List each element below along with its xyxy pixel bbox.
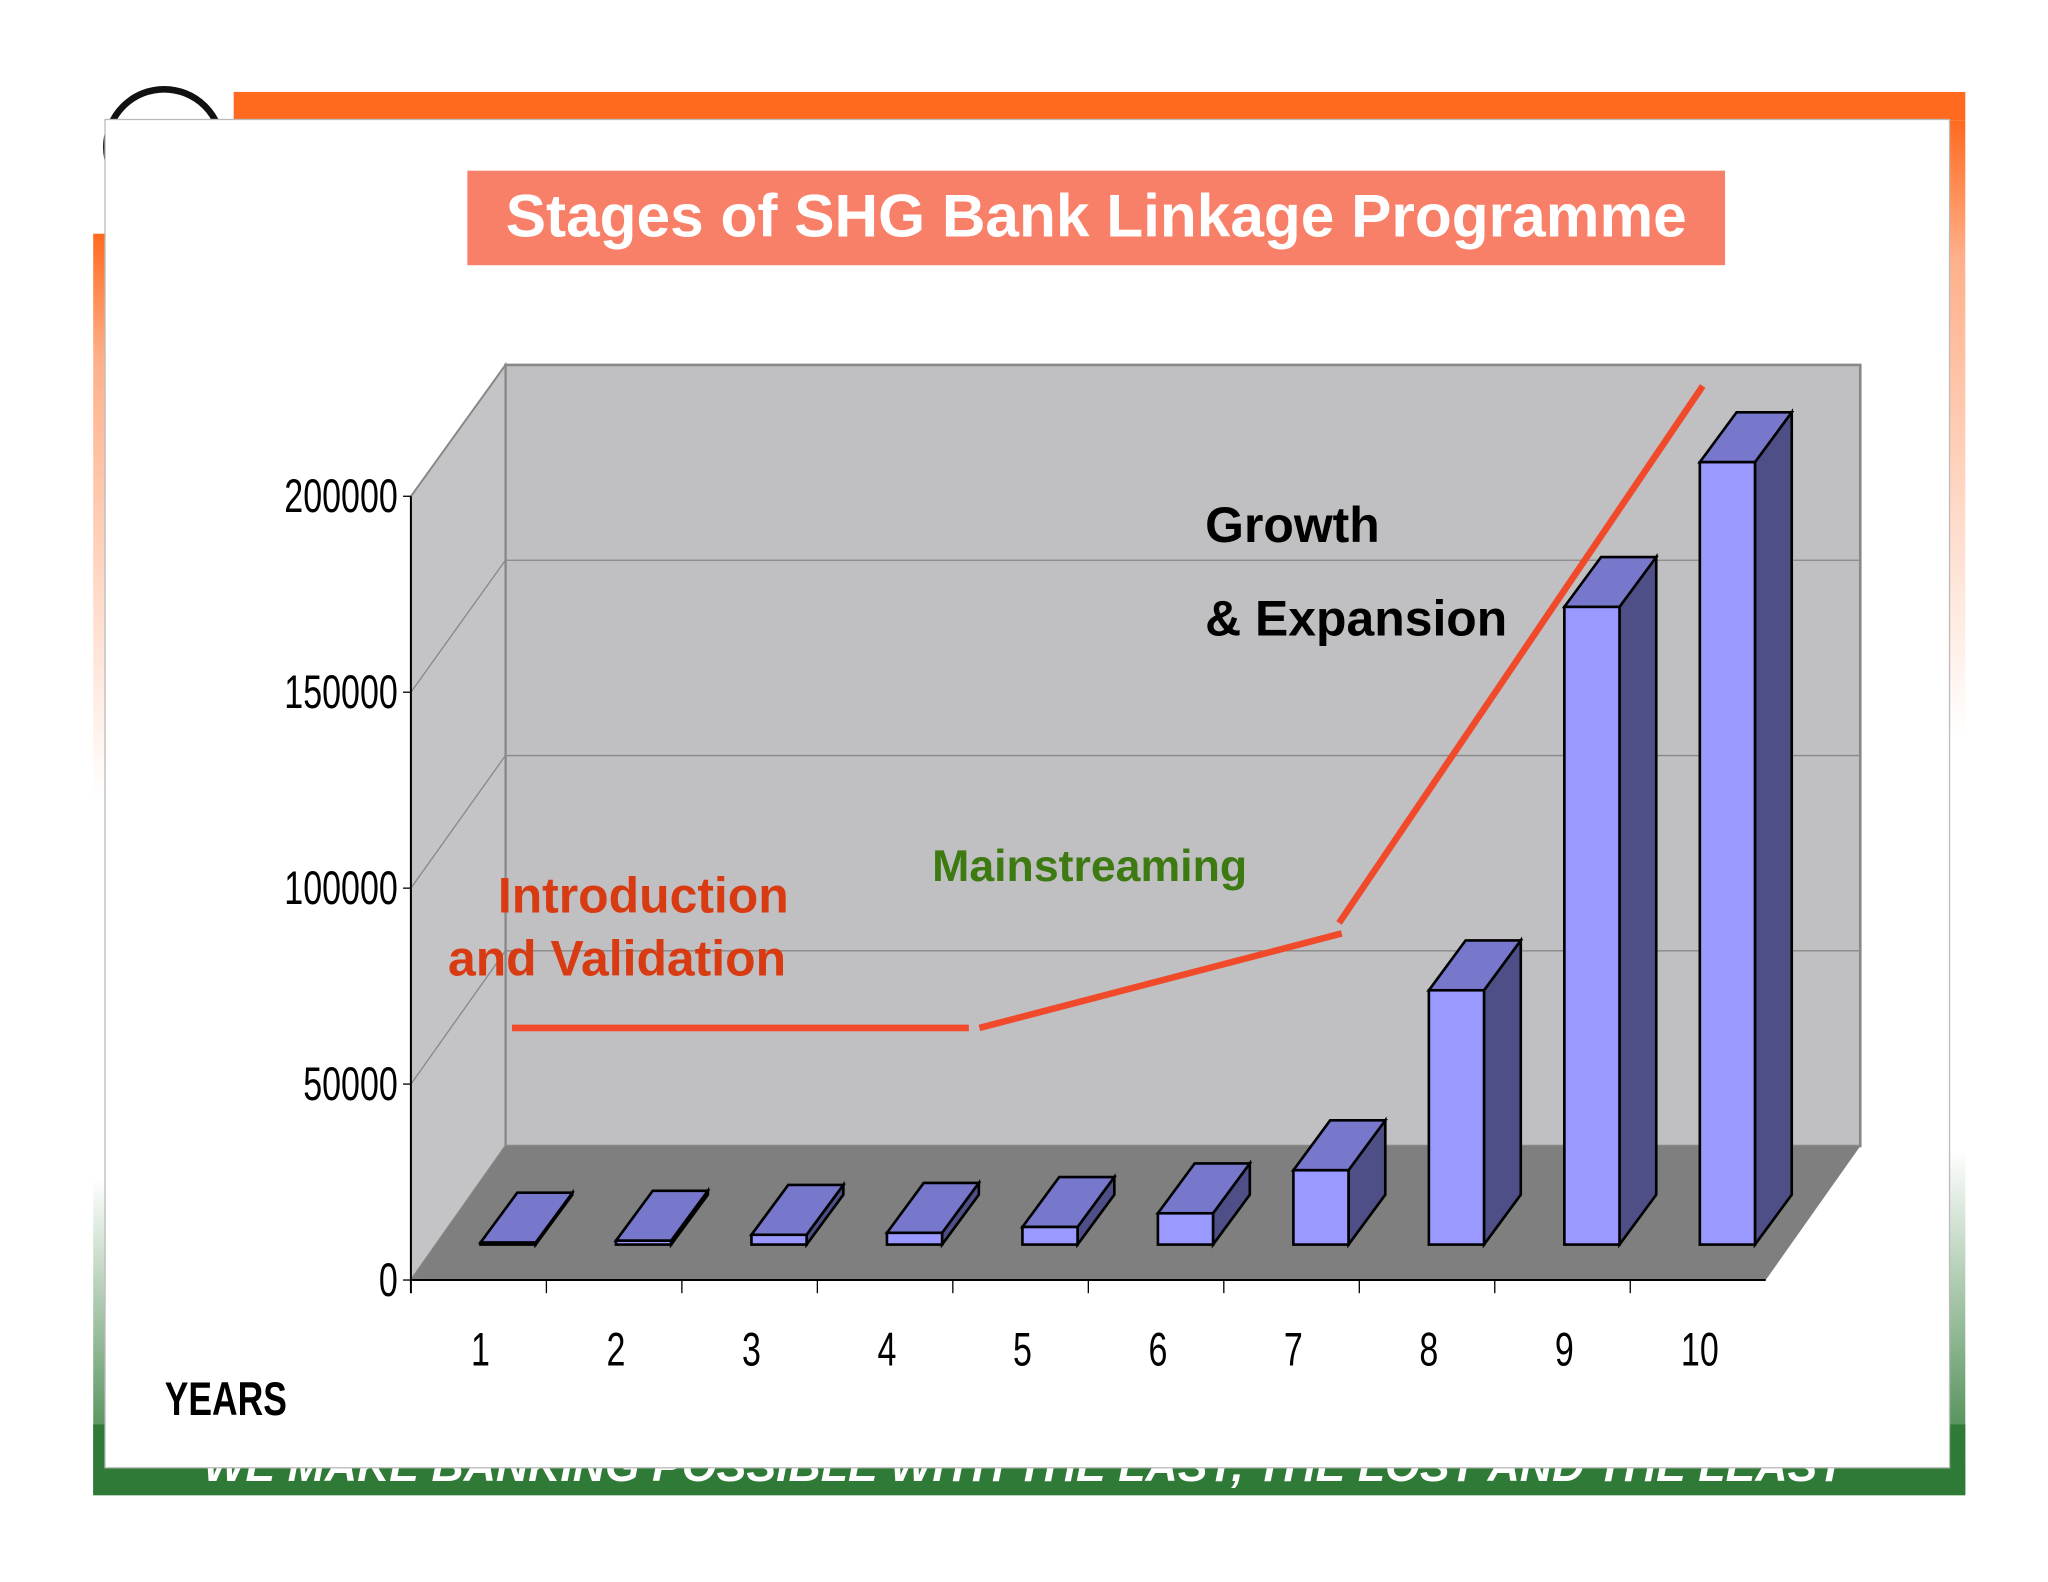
bar-front: [1698, 460, 1757, 1246]
bar-front: [1427, 988, 1486, 1246]
x-tick-label: 5: [1013, 1323, 1032, 1376]
x-tick-label: 10: [1681, 1323, 1719, 1376]
annotation: & Expansion: [1205, 590, 1507, 646]
bar: [477, 1188, 575, 1249]
x-tick-label: 3: [742, 1323, 761, 1376]
bar-front: [885, 1231, 944, 1246]
x-tick-label: 2: [607, 1323, 626, 1376]
grid-line: [410, 559, 506, 693]
grid-line: [410, 755, 506, 889]
bar: [1290, 1116, 1388, 1249]
chart-title: Stages of SHG Bank Linkage Programme: [506, 182, 1687, 250]
bar: [613, 1186, 711, 1249]
bar: [1426, 936, 1524, 1249]
bar-front: [1292, 1168, 1350, 1246]
x-tick-label: 9: [1555, 1323, 1574, 1376]
x-tick-label: 8: [1419, 1323, 1438, 1376]
y-tick-label: 50000: [303, 1057, 398, 1110]
y-tick-label: 0: [379, 1253, 398, 1306]
bar: [1019, 1173, 1117, 1249]
annotation: Mainstreaming: [932, 842, 1247, 891]
bar-front: [479, 1241, 537, 1246]
bar: [748, 1180, 846, 1249]
annotation: and Validation: [448, 930, 786, 986]
bar-side: [1482, 936, 1523, 1249]
bar-front: [1156, 1211, 1215, 1246]
bar-front: [1021, 1225, 1079, 1246]
bar: [1155, 1159, 1253, 1249]
x-axis-label: YEARS: [165, 1372, 287, 1425]
bar-side: [1753, 408, 1794, 1249]
grid-line: [410, 364, 506, 497]
x-tick-label: 4: [877, 1323, 896, 1376]
x-tick-label: 6: [1148, 1323, 1167, 1376]
trend-line: [1336, 384, 1706, 925]
title-box: [467, 170, 1726, 266]
bar: [884, 1178, 982, 1249]
x-tick-label: 1: [471, 1323, 490, 1376]
top-band: [233, 91, 1966, 121]
y-tick-label: 200000: [284, 470, 397, 523]
bar-side: [1618, 553, 1658, 1249]
annotation: Introduction: [498, 867, 789, 923]
bar: [1561, 553, 1659, 1249]
trend-line: [978, 930, 1343, 1032]
x-tick-label: 7: [1284, 1323, 1303, 1376]
y-tick-label: 100000: [284, 861, 397, 914]
y-tick-label: 150000: [284, 665, 397, 718]
bar: [1697, 408, 1795, 1249]
annotation: Growth: [1205, 497, 1380, 553]
bar-front: [750, 1233, 808, 1246]
grid-line: [410, 950, 506, 1085]
bar-front: [614, 1239, 673, 1246]
right-band: [1946, 120, 1966, 1495]
bar-front: [1563, 605, 1621, 1246]
